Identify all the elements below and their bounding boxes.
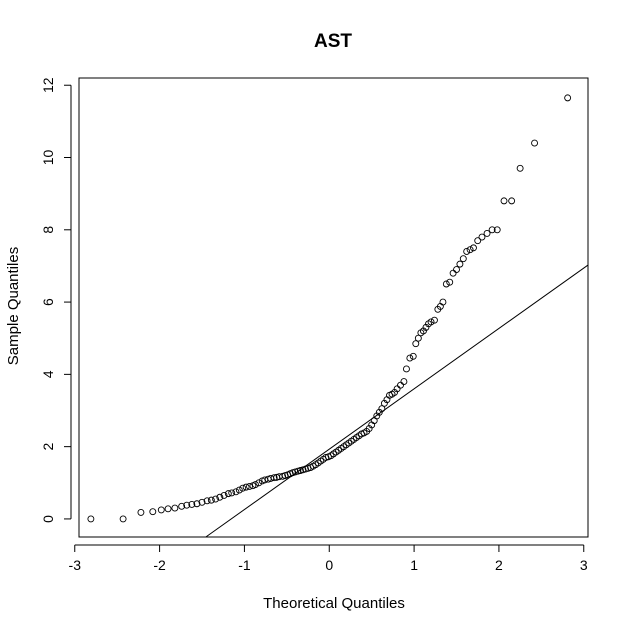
x-axis-label: Theoretical Quantiles: [263, 595, 405, 612]
data-point: [235, 486, 243, 494]
y-axis-label: Sample Quantiles: [5, 247, 22, 365]
data-point: [157, 506, 165, 514]
data-point: [564, 94, 572, 102]
data-point: [212, 495, 220, 503]
data-point: [232, 488, 240, 496]
data-point: [439, 298, 447, 306]
data-point: [414, 334, 422, 342]
data-point: [207, 496, 215, 504]
data-point: [442, 280, 450, 288]
data-point: [119, 515, 127, 523]
data-point: [228, 489, 236, 497]
data-point: [412, 340, 420, 348]
data-point: [400, 378, 408, 386]
y-tick-label: 6: [40, 298, 56, 306]
data-point: [493, 226, 501, 234]
data-point: [516, 164, 524, 172]
data-point: [406, 354, 414, 362]
data-point: [178, 502, 186, 510]
plot-frame: [78, 77, 589, 538]
data-point: [431, 316, 438, 324]
data-point: [220, 491, 228, 499]
data-point: [149, 508, 157, 516]
chart-title: AST: [314, 31, 352, 52]
y-axis: 0 2 4 6 8 10 12: [40, 77, 72, 523]
y-tick-label: 12: [40, 77, 56, 93]
plot-area: [87, 94, 589, 538]
data-point: [483, 229, 491, 237]
y-tick-label: 8: [40, 226, 56, 234]
data-point: [183, 501, 191, 509]
data-point: [409, 352, 417, 360]
data-point: [531, 139, 539, 147]
data-point: [466, 246, 474, 254]
data-point: [427, 318, 435, 326]
data-point: [193, 500, 201, 508]
qq-reference-line: [205, 264, 589, 538]
data-point: [242, 483, 250, 491]
data-point: [463, 248, 471, 255]
data-point: [188, 501, 196, 508]
data-point: [449, 269, 457, 277]
data-point: [378, 405, 386, 413]
data-point: [470, 244, 477, 252]
x-tick-label: 0: [325, 557, 333, 573]
data-point: [508, 197, 516, 205]
data-point: [171, 504, 179, 512]
data-point: [198, 498, 206, 506]
x-tick-label: -3: [69, 557, 82, 573]
data-points: [87, 94, 572, 523]
data-point: [453, 266, 460, 274]
x-axis: -3 -2 -1 0 1 2 3: [69, 544, 588, 573]
data-point: [87, 515, 95, 523]
data-point: [203, 497, 211, 505]
data-point: [500, 197, 508, 205]
data-point: [164, 505, 172, 513]
x-tick-label: 2: [495, 557, 503, 573]
data-point: [270, 474, 278, 482]
data-point: [239, 484, 247, 492]
data-point: [474, 237, 482, 245]
y-tick-label: 10: [40, 150, 56, 166]
y-tick-label: 2: [40, 443, 56, 451]
x-tick-label: 3: [580, 557, 588, 573]
data-point: [252, 481, 259, 489]
data-point: [255, 479, 263, 487]
data-point: [478, 233, 486, 241]
y-tick-label: 0: [40, 515, 56, 523]
data-point: [459, 255, 467, 263]
data-point: [488, 226, 496, 234]
data-point: [137, 508, 145, 516]
data-point: [403, 365, 410, 373]
x-tick-label: -1: [238, 557, 251, 573]
data-point: [446, 278, 454, 286]
y-tick-label: 4: [40, 370, 56, 378]
data-point: [456, 260, 464, 268]
data-point: [397, 381, 404, 389]
data-point: [224, 490, 232, 498]
x-tick-label: 1: [410, 557, 418, 573]
x-tick-label: -2: [153, 557, 166, 573]
data-point: [216, 493, 224, 501]
